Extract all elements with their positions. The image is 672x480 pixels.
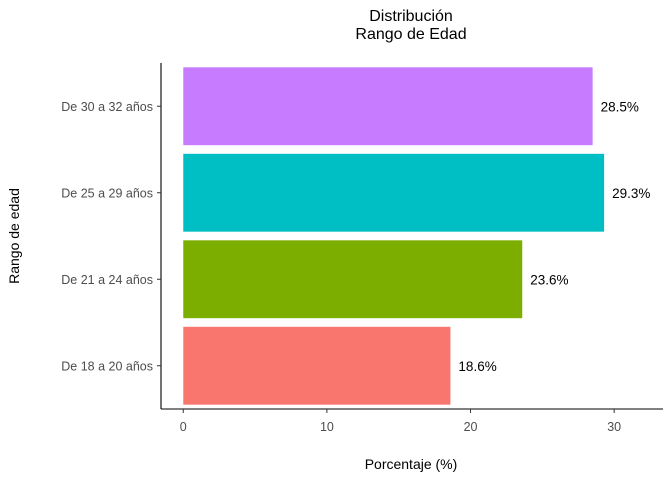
y-tick-label: De 30 a 32 años bbox=[61, 100, 153, 114]
x-axis: 0 10 20 30 bbox=[161, 408, 663, 434]
x-tick-label: 10 bbox=[320, 420, 334, 434]
bar-value-label: 29.3% bbox=[612, 186, 650, 201]
bar-value-label: 28.5% bbox=[601, 99, 639, 114]
x-tick-label: 30 bbox=[607, 420, 621, 434]
bar-2 bbox=[183, 240, 523, 319]
y-axis-title: Rango de edad bbox=[6, 188, 22, 284]
x-tick-label: 0 bbox=[180, 420, 187, 434]
bars-group bbox=[183, 67, 605, 405]
y-tick-label: De 25 a 29 años bbox=[61, 186, 153, 200]
bar-4 bbox=[183, 67, 593, 146]
x-axis-title: Porcentaje (%) bbox=[365, 456, 458, 472]
chart-title: Distribución bbox=[369, 8, 453, 25]
data-labels-group: 18.6% 23.6% 29.3% 28.5% bbox=[458, 99, 650, 374]
bar-value-label: 23.6% bbox=[530, 272, 568, 287]
bar-3 bbox=[183, 153, 605, 232]
y-tick-label: De 18 a 20 años bbox=[61, 359, 153, 373]
y-axis: De 18 a 20 años De 21 a 24 años De 25 a 29… bbox=[61, 63, 162, 409]
bar-value-label: 18.6% bbox=[458, 359, 496, 374]
bar-1 bbox=[183, 326, 451, 405]
y-tick-label: De 21 a 24 años bbox=[61, 273, 153, 287]
x-tick-label: 20 bbox=[464, 420, 478, 434]
chart-subtitle: Rango de Edad bbox=[355, 26, 466, 43]
